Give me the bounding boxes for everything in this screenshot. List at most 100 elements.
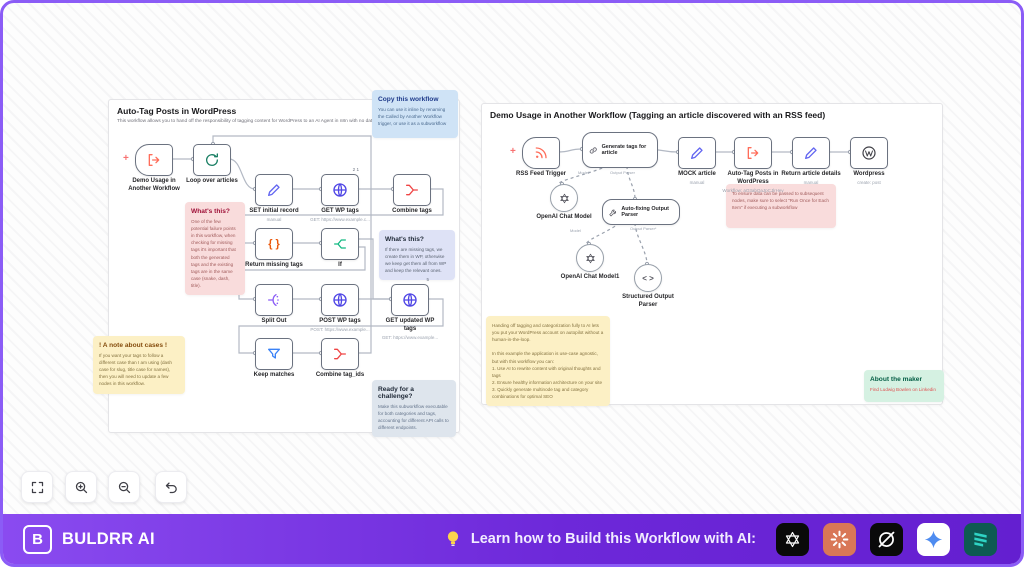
node-openai-chat-model1[interactable]: OpenAI Chat Model1 xyxy=(561,244,619,280)
openai-ai-button[interactable] xyxy=(776,522,809,556)
openai-icon xyxy=(558,192,571,205)
node-sublabel: Workflow: aO3abQaJpCJlrHev xyxy=(722,187,784,193)
node-sublabel: GET: https://www.example... xyxy=(381,334,439,340)
node-label: Return missing tags xyxy=(245,262,303,268)
sticky-note[interactable]: Ready for a challenge? Make this subworkf… xyxy=(372,380,456,438)
node-auto-tag-posts-in-wordpress[interactable]: Auto-Tag Posts in WordPress Workflow: aO3… xyxy=(722,137,784,193)
node-wordpress[interactable]: Wordpress create: post xyxy=(850,137,888,185)
node-sublabel: create: post xyxy=(857,179,881,185)
lightbulb-icon xyxy=(443,529,463,549)
node-auto-fixing-output-parser[interactable]: Auto-fixing Output Parser xyxy=(602,199,680,225)
note-body: Find Ludwig Bowlen on Linkedin xyxy=(870,387,936,392)
note-title: What's this? xyxy=(385,236,424,243)
sticky-note[interactable]: About the maker Find Ludwig Bowlen on Lin… xyxy=(864,370,944,402)
node-set-initial-record[interactable]: SET initial record manual xyxy=(249,174,299,222)
splitOut-icon xyxy=(266,292,282,308)
note-body: If there are missing tags, we create the… xyxy=(385,247,447,274)
sticky-note[interactable]: ! A note about cases ! If you want your t… xyxy=(93,336,185,394)
buldrr-logo: B xyxy=(23,524,52,554)
note-title: ! A note about cases ! xyxy=(99,342,168,349)
node-label: Combine tag_ids xyxy=(315,372,365,378)
windsurf-icon xyxy=(970,529,991,550)
undo-icon xyxy=(164,480,179,495)
note-body: To ensure data can be passed to subseque… xyxy=(732,191,829,211)
note-body: Handing off tagging and categorization f… xyxy=(492,323,604,400)
canvas[interactable]: Auto-Tag Posts in WordPress This workflo… xyxy=(3,3,1021,564)
node-rss-feed-trigger[interactable]: RSS Feed Trigger xyxy=(516,137,566,177)
fit-view-button[interactable] xyxy=(21,471,53,503)
windsurf-ai-button[interactable] xyxy=(964,522,997,556)
node-sublabel: manual xyxy=(689,179,705,185)
note-title: What's this? xyxy=(191,208,230,215)
node-return-article-details[interactable]: Return article details manual xyxy=(781,137,841,185)
code-icon: < > xyxy=(642,273,654,283)
gemini-ai-button[interactable] xyxy=(917,522,950,556)
sticky-note[interactable]: To ensure data can be passed to subseque… xyxy=(726,184,836,228)
zoomin-icon xyxy=(74,480,89,495)
pencil-icon xyxy=(266,182,282,198)
node-mock-article[interactable]: MOCK article manual xyxy=(678,137,716,185)
execTrigger-icon xyxy=(745,145,761,161)
node-combine-tags[interactable]: Combine tags xyxy=(392,174,432,214)
globe-icon xyxy=(402,292,418,308)
node-sublabel: GET: https://www.example.c... xyxy=(310,216,370,222)
workflow-card-demo-usage: Demo Usage in Another Workflow (Tagging … xyxy=(481,103,944,407)
loop-icon xyxy=(204,152,220,168)
note-title: About the maker xyxy=(870,376,923,383)
rss-icon xyxy=(533,145,549,161)
wordpress-icon xyxy=(861,145,877,161)
note-body: If you want your tags to follow a differ… xyxy=(99,353,172,387)
node-combine-tag-ids[interactable]: Combine tag_ids xyxy=(316,338,364,378)
chain-icon xyxy=(588,144,599,157)
note-body: One of the few potential failure points … xyxy=(191,219,236,288)
node-if[interactable]: If xyxy=(321,228,359,268)
zoomout-icon xyxy=(117,480,132,495)
workflow-title: Auto-Tag Posts in WordPress xyxy=(117,106,237,116)
node-sublabel: manual xyxy=(803,179,819,185)
zoom-in-button[interactable] xyxy=(65,471,97,503)
pencil-icon xyxy=(689,145,705,161)
grok-ai-button[interactable] xyxy=(870,522,903,556)
node-demo-usage-in-another-workflow[interactable]: Demo Usage in Another Workflow xyxy=(128,144,180,192)
node-post-wp-tags[interactable]: POST WP tags POST: https://www.example... xyxy=(310,284,370,332)
note-title: Ready for a challenge? xyxy=(378,386,414,400)
anchor-label: Output Parser* xyxy=(630,226,657,231)
node-get-updated-wp-tags[interactable]: GET updated WP tags GET: https://www.exam… xyxy=(382,277,438,340)
node-structured-output-parser[interactable]: < > Structured Output Parser xyxy=(622,264,674,308)
zoom-out-button[interactable] xyxy=(108,471,140,503)
workflow-card-auto-tag: Auto-Tag Posts in WordPress This workflo… xyxy=(93,90,460,438)
node-label: Return article details manual xyxy=(781,171,841,185)
node-label: Auto-fixing Output Parser xyxy=(621,205,669,218)
note-title: Copy this workflow xyxy=(378,96,439,103)
undo-button[interactable] xyxy=(155,471,187,503)
merge-icon xyxy=(332,346,348,362)
claude-icon xyxy=(829,529,850,550)
node-return-missing-tags[interactable]: { } Return missing tags xyxy=(245,228,303,268)
note-body: Make this subworkflow executable for bot… xyxy=(378,404,449,431)
node-loop-over-articles[interactable]: Loop over articles xyxy=(186,144,238,184)
sticky-note[interactable]: What's this? One of the few potential fai… xyxy=(185,202,245,296)
node-label: GET WP tags GET: https://www.example.c... xyxy=(310,208,370,222)
node-label: Generate tags for article xyxy=(601,143,647,156)
gemini-icon xyxy=(923,529,944,550)
node-label: Demo Usage in Another Workflow xyxy=(128,178,180,192)
node-get-wp-tags[interactable]: GET WP tags GET: https://www.example.c...… xyxy=(310,167,370,222)
sticky-note[interactable]: What's this? If there are missing tags, w… xyxy=(379,230,455,281)
node-split-out[interactable]: Split Out xyxy=(255,284,293,324)
note-body: You can use it inline by renaming the Ca… xyxy=(378,107,447,127)
sticky-note[interactable]: Copy this workflow You can use it inline … xyxy=(372,90,458,138)
node-label: Wordpress create: post xyxy=(838,171,900,186)
merge-icon xyxy=(404,182,420,198)
node-generate-tags-for-article[interactable]: Generate tags for article xyxy=(582,132,658,168)
globe-icon xyxy=(332,182,348,198)
claude-ai-button[interactable] xyxy=(823,522,856,556)
sticky-note[interactable]: Handing off tagging and categorization f… xyxy=(486,316,610,407)
cta-text: Learn how to Build this Workflow with AI… xyxy=(470,531,756,547)
node-sublabel: POST: https://www.example... xyxy=(310,326,370,332)
node-label: Structured Output Parser xyxy=(622,294,674,308)
node-keep-matches[interactable]: Keep matches xyxy=(254,338,294,378)
execTrigger-icon xyxy=(146,152,162,168)
fullscreen-icon xyxy=(30,480,45,495)
node-openai-chat-model[interactable]: OpenAI Chat Model xyxy=(536,184,592,220)
